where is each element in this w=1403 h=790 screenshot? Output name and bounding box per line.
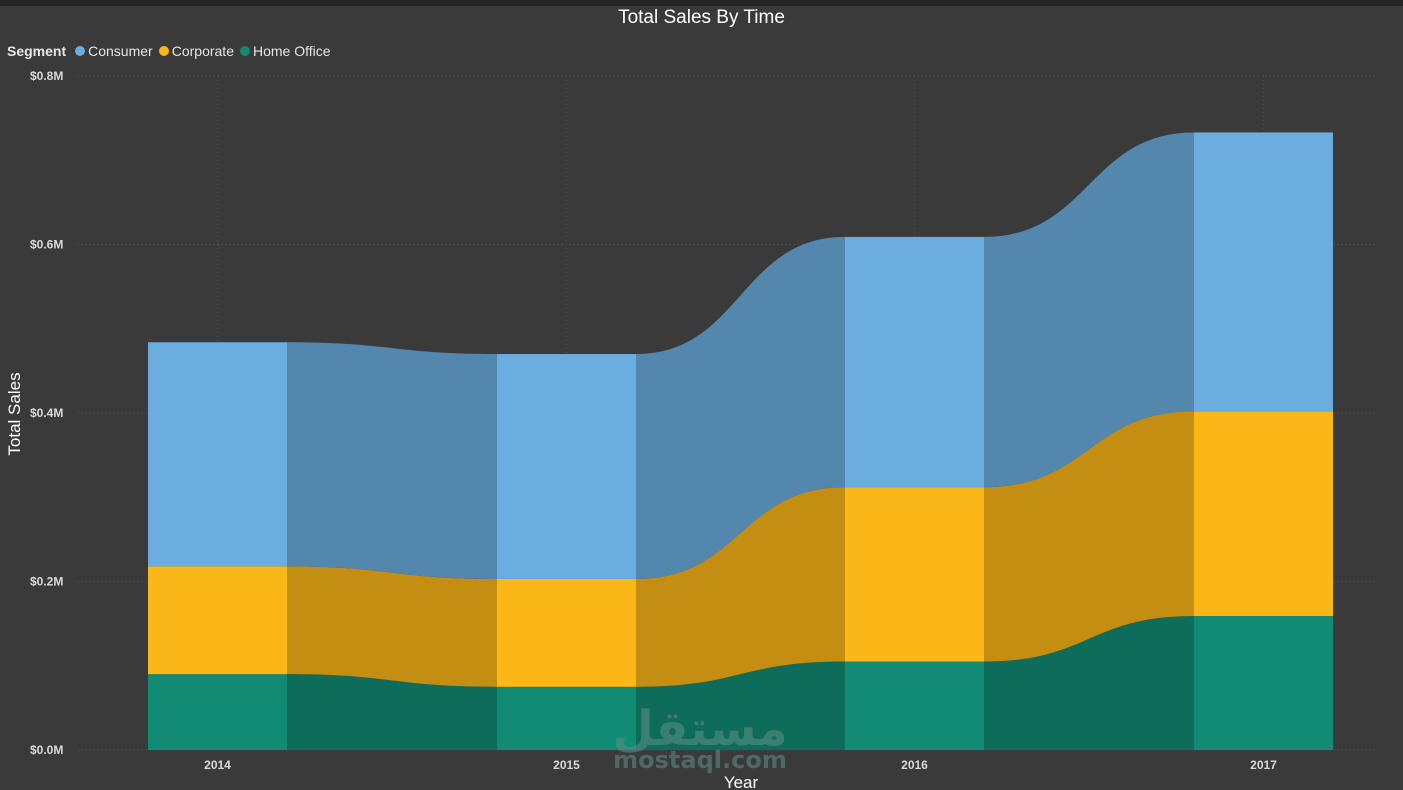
- legend-dot-corporate: [158, 46, 169, 56]
- bar-corporate-2015[interactable]: [497, 578, 636, 687]
- x-axis-title: Year: [724, 773, 759, 790]
- ribbon-consumer[interactable]: [636, 236, 845, 579]
- bar-consumer-2015[interactable]: [497, 354, 636, 579]
- bar-home-office-2016[interactable]: [845, 661, 984, 750]
- watermark: مستقل mostaql.com: [612, 701, 788, 774]
- legend-item-home-office[interactable]: Home Office: [239, 43, 331, 59]
- bar-consumer-2016[interactable]: [845, 236, 984, 488]
- legend-label-consumer: Consumer: [88, 43, 153, 59]
- ribbon-home-office[interactable]: [636, 661, 845, 750]
- ribbon-home-office[interactable]: [984, 616, 1194, 750]
- x-tick-label: 2016: [901, 758, 928, 772]
- bar-home-office-2014[interactable]: [148, 674, 287, 750]
- bar-consumer-2017[interactable]: [1194, 132, 1333, 412]
- bar-corporate-2017[interactable]: [1194, 411, 1333, 617]
- bar-home-office-2015[interactable]: [497, 686, 636, 750]
- legend-label-home-office: Home Office: [252, 43, 331, 59]
- y-tick-label: $0.6M: [30, 238, 63, 252]
- x-axis-ticks: 2014 2015 2016 2017: [204, 758, 1277, 772]
- legend-dot-consumer: [75, 46, 86, 56]
- legend: Segment Consumer Corporate Home Office: [7, 42, 337, 60]
- y-tick-label: $0.0M: [30, 743, 63, 757]
- ribbon-corporate[interactable]: [287, 566, 497, 687]
- ribbon-consumer[interactable]: [984, 132, 1194, 488]
- y-tick-label: $0.8M: [30, 69, 63, 83]
- y-axis-title: Total Sales: [5, 372, 24, 455]
- watermark-latin: mostaql.com: [613, 746, 787, 774]
- y-tick-label: $0.4M: [30, 406, 63, 420]
- watermark-arabic: مستقل: [612, 701, 788, 757]
- top-bar: [0, 0, 1403, 6]
- legend-title: Segment: [7, 43, 67, 59]
- bar-corporate-2016[interactable]: [845, 487, 984, 662]
- ribbon-home-office[interactable]: [287, 674, 497, 750]
- bar-home-office-2017[interactable]: [1194, 616, 1333, 750]
- legend-label-corporate: Corporate: [171, 43, 234, 59]
- ribbon-corporate[interactable]: [636, 487, 845, 687]
- ribbon-consumer[interactable]: [287, 342, 497, 579]
- y-tick-label: $0.2M: [30, 575, 63, 589]
- y-axis-ticks: $0.0M $0.2M $0.4M $0.6M $0.8M: [30, 69, 63, 757]
- legend-item-consumer[interactable]: Consumer: [75, 43, 153, 59]
- x-tick-label: 2017: [1250, 758, 1277, 772]
- ribbons: [287, 132, 1194, 750]
- chart-title: Total Sales By Time: [618, 7, 785, 28]
- bar-corporate-2014[interactable]: [148, 566, 287, 675]
- bars: [148, 132, 1333, 750]
- legend-item-corporate[interactable]: Corporate: [158, 43, 234, 59]
- bar-consumer-2014[interactable]: [148, 342, 287, 567]
- x-tick-label: 2014: [204, 758, 231, 772]
- legend-dot-home-office: [239, 46, 250, 56]
- ribbon-corporate[interactable]: [984, 411, 1194, 662]
- x-tick-label: 2015: [553, 758, 580, 772]
